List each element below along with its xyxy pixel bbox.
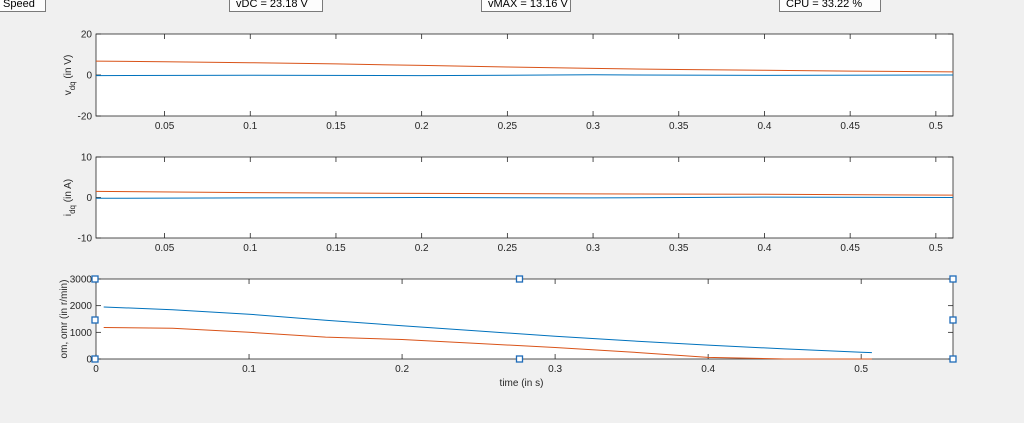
x-tick-label: 0.5 xyxy=(929,121,943,132)
y-label-main: i xyxy=(63,214,74,216)
x-tick-label: 0.25 xyxy=(498,121,518,132)
selection-handle xyxy=(91,275,99,283)
x-tick-label: 0.15 xyxy=(326,243,346,254)
speed-button[interactable]: Speed xyxy=(0,0,46,12)
y-label-unit: (in V) xyxy=(63,55,74,82)
y-tick-label: 2000 xyxy=(70,301,93,312)
x-tick-label: 0.3 xyxy=(548,364,562,375)
selection-handle xyxy=(91,316,99,324)
x-tick-label: 0.05 xyxy=(155,121,175,132)
cpu-readout: CPU = 33.22 % xyxy=(779,0,881,12)
y-tick-label: 0 xyxy=(86,71,92,82)
x-tick-label: 0.1 xyxy=(242,364,256,375)
y-tick-label: 20 xyxy=(81,30,93,41)
x-axis-label: time (in s) xyxy=(500,378,544,389)
x-tick-label: 0.4 xyxy=(758,243,772,254)
x-tick-label: 0.5 xyxy=(854,364,868,375)
x-tick-label: 0.2 xyxy=(415,243,429,254)
x-tick-label: 0.4 xyxy=(758,121,772,132)
y-label-sub: dq xyxy=(68,81,77,90)
y-tick-label: -10 xyxy=(78,234,93,245)
axes-box xyxy=(95,278,954,360)
x-tick-label: 0.1 xyxy=(243,243,257,254)
y-tick-label: 1000 xyxy=(70,328,93,339)
y-axis-label: om, omr (in r/min) xyxy=(59,280,70,359)
vdc-readout: vDC = 23.18 V xyxy=(229,0,323,12)
x-tick-label: 0.05 xyxy=(155,243,175,254)
x-tick-label: 0.45 xyxy=(840,121,860,132)
y-axis-label: vdq (in V) xyxy=(63,55,77,96)
selection-handle xyxy=(949,355,957,363)
y-tick-label: 0 xyxy=(86,355,92,366)
x-tick-label: 0.35 xyxy=(669,121,689,132)
y-tick-label: 0 xyxy=(86,193,92,204)
x-tick-label: 0 xyxy=(93,364,99,375)
selection-handle xyxy=(91,355,99,363)
x-tick-label: 0.5 xyxy=(929,243,943,254)
selection-handle xyxy=(515,275,524,283)
y-label-unit: (in A) xyxy=(63,179,74,205)
series-line-2 xyxy=(95,190,954,196)
y-tick-label: -20 xyxy=(78,112,93,123)
series-line-1 xyxy=(95,196,954,199)
y-label-sub: dq xyxy=(68,205,77,214)
series-line-1 xyxy=(103,306,872,354)
y-axis-label: idq (in A) xyxy=(63,179,77,216)
series-line-2 xyxy=(103,327,872,360)
x-tick-label: 0.25 xyxy=(498,243,518,254)
x-tick-label: 0.2 xyxy=(415,121,429,132)
x-tick-label: 0.3 xyxy=(586,121,600,132)
y-tick-label: 3000 xyxy=(70,275,93,286)
x-tick-label: 0.1 xyxy=(243,121,257,132)
series-line-2 xyxy=(95,60,954,73)
x-tick-label: 0.4 xyxy=(701,364,715,375)
x-tick-label: 0.45 xyxy=(840,243,860,254)
selection-handle xyxy=(949,316,957,324)
selection-handle xyxy=(515,355,524,363)
x-tick-label: 0.15 xyxy=(326,121,346,132)
y-label-main: v xyxy=(63,90,74,95)
x-tick-label: 0.35 xyxy=(669,243,689,254)
x-tick-label: 0.3 xyxy=(586,243,600,254)
x-tick-label: 0.2 xyxy=(395,364,409,375)
chart-1: 0.05 0.1 0.15 0.2 0.25 0.3 0.35 0.4 0.45 0.5 -20 0 2… xyxy=(63,30,954,132)
chart-2: 0.05 0.1 0.15 0.2 0.25 0.3 0.35 0.4 0.45 0.5 -10 0 1… xyxy=(63,153,954,254)
selection-handle xyxy=(949,275,957,283)
vmax-readout: vMAX = 13.16 V xyxy=(481,0,571,12)
y-tick-label: 10 xyxy=(81,153,93,164)
series-line-1 xyxy=(95,74,954,77)
